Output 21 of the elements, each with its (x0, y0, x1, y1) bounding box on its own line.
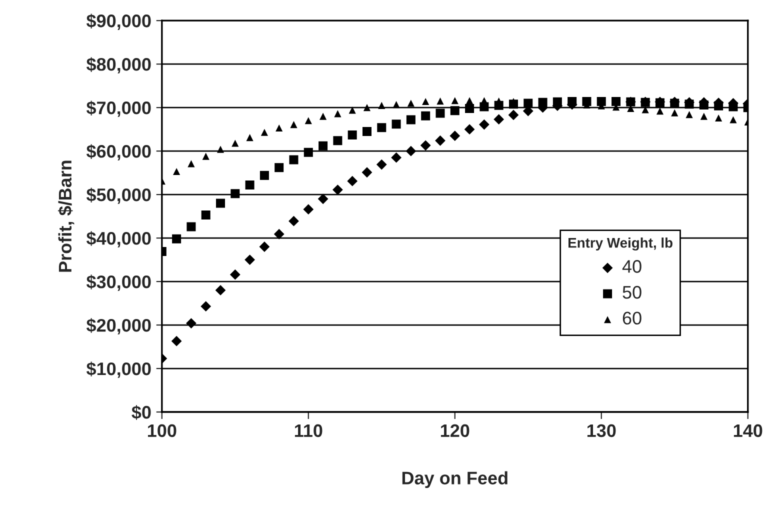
y-tick-label: $90,000 (86, 14, 151, 30)
legend-label: 60 (622, 312, 642, 325)
y-tick-label: $40,000 (86, 231, 151, 248)
y-tick-label: $0 (132, 405, 151, 420)
x-axis-title: Day on Feed (402, 471, 508, 488)
x-tick-label: 100 (148, 424, 176, 438)
y-tick-label: $20,000 (86, 318, 151, 334)
x-tick-label: 130 (587, 424, 616, 438)
legend-label: 40 (622, 260, 642, 273)
x-tick-label: 110 (294, 424, 322, 438)
y-tick-label: $70,000 (86, 100, 151, 117)
y-tick-label: $50,000 (86, 188, 151, 204)
x-tick-label: 120 (440, 424, 470, 438)
y-tick-label: $60,000 (86, 144, 151, 160)
y-tick-label: $80,000 (86, 57, 151, 74)
legend-label: 50 (622, 286, 642, 299)
y-tick-label: $10,000 (86, 362, 151, 378)
y-axis-title: Profit, $/Barn (58, 160, 74, 272)
legend-title: Entry Weight, lb (568, 238, 672, 251)
y-tick-label: $30,000 (86, 274, 151, 291)
x-tick-label: 140 (734, 424, 762, 438)
